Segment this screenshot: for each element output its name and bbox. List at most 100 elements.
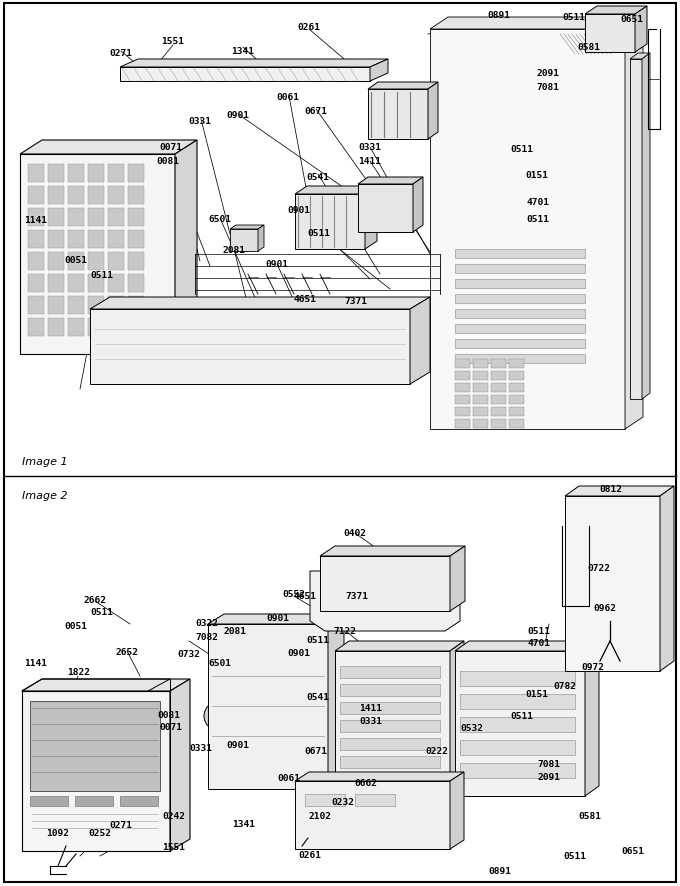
Bar (48, 230, 64, 249)
Polygon shape (22, 680, 190, 691)
Bar (128, 209, 144, 227)
Bar (473, 420, 488, 429)
Bar (455, 384, 470, 392)
Text: 0081: 0081 (157, 711, 180, 719)
Bar (509, 371, 524, 381)
Bar (305, 794, 345, 806)
Bar (68, 187, 84, 205)
Bar (455, 651, 585, 797)
Text: 1411: 1411 (359, 703, 382, 712)
Bar (128, 187, 144, 205)
Bar (88, 275, 104, 292)
Bar (48, 275, 64, 292)
Polygon shape (635, 7, 647, 53)
Circle shape (571, 508, 579, 516)
Text: 0322: 0322 (196, 618, 218, 628)
Text: 4701: 4701 (526, 198, 549, 207)
Text: 7081: 7081 (537, 759, 560, 768)
Text: 0812: 0812 (600, 485, 622, 494)
Text: 0242: 0242 (163, 812, 186, 820)
Text: 2102: 2102 (309, 812, 331, 820)
Polygon shape (585, 641, 599, 797)
Text: Image 2: Image 2 (22, 491, 67, 501)
Bar (88, 230, 104, 249)
Bar (22, 691, 170, 851)
Text: 2652: 2652 (116, 648, 139, 657)
Text: 4651: 4651 (293, 592, 316, 601)
Bar (88, 165, 104, 183)
Text: 0511: 0511 (90, 271, 114, 280)
Polygon shape (310, 571, 460, 632)
Text: 2091: 2091 (537, 69, 560, 79)
Bar (88, 209, 104, 227)
Bar (455, 420, 470, 429)
Bar (28, 253, 44, 271)
Bar (509, 420, 524, 429)
Bar (88, 253, 104, 271)
Bar (473, 408, 488, 416)
Bar (340, 703, 440, 714)
Polygon shape (565, 486, 674, 496)
Bar (128, 275, 144, 292)
Bar (48, 297, 64, 315)
Text: 0261: 0261 (297, 23, 320, 33)
Bar (585, 15, 635, 53)
Bar (88, 297, 104, 315)
Polygon shape (258, 226, 264, 252)
Polygon shape (335, 641, 464, 651)
Text: 0511: 0511 (526, 215, 549, 224)
Bar (473, 395, 488, 405)
Text: 1551: 1551 (162, 36, 184, 45)
Text: 0901: 0901 (226, 112, 250, 120)
Bar (108, 319, 124, 337)
Bar (473, 384, 488, 392)
Polygon shape (625, 18, 643, 430)
Text: 0511: 0511 (511, 711, 534, 720)
Bar (30, 701, 160, 791)
Bar (28, 209, 44, 227)
Bar (108, 187, 124, 205)
Bar (473, 360, 488, 369)
Bar (455, 360, 470, 369)
Bar (120, 68, 370, 82)
Text: 0331: 0331 (189, 743, 212, 752)
Text: 0541: 0541 (307, 692, 330, 701)
Text: 6501: 6501 (208, 658, 231, 667)
Polygon shape (358, 178, 423, 185)
Text: 0541: 0541 (307, 172, 330, 182)
Text: 4701: 4701 (528, 639, 551, 648)
Polygon shape (175, 141, 197, 354)
Bar (128, 253, 144, 271)
Bar (320, 556, 450, 611)
Text: 0901: 0901 (226, 740, 250, 749)
Polygon shape (208, 614, 344, 625)
Bar (340, 756, 440, 768)
Text: 0261: 0261 (298, 851, 321, 859)
Bar (128, 297, 144, 315)
Text: 2091: 2091 (537, 772, 560, 781)
Bar (68, 253, 84, 271)
Bar (368, 89, 428, 140)
Polygon shape (170, 680, 190, 851)
Polygon shape (365, 187, 377, 250)
Bar (108, 209, 124, 227)
Text: 0782: 0782 (554, 681, 577, 691)
Bar (358, 185, 413, 233)
Circle shape (393, 804, 437, 848)
Bar (48, 165, 64, 183)
Bar (455, 395, 470, 405)
Polygon shape (585, 7, 647, 15)
Text: 2081: 2081 (222, 246, 245, 255)
Bar (455, 371, 470, 381)
Text: 0901: 0901 (288, 206, 311, 215)
Circle shape (646, 508, 654, 516)
Bar (491, 420, 506, 429)
Text: 0581: 0581 (578, 812, 601, 820)
Text: 1341: 1341 (231, 46, 254, 56)
Bar (491, 371, 506, 381)
Polygon shape (295, 772, 464, 781)
Text: 1092: 1092 (46, 828, 69, 837)
Text: 0962: 0962 (594, 604, 617, 613)
Bar (68, 230, 84, 249)
Polygon shape (455, 641, 599, 651)
